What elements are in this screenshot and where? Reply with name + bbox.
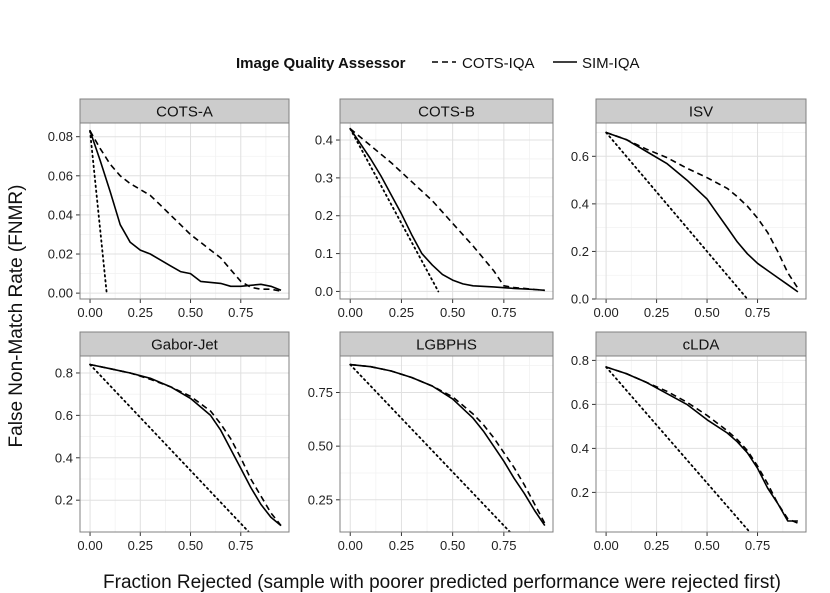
panel-cots-a: 0.00 0.25 0.50 0.75 0.00 0.02 0.04 0.06 0.08 COTS… [48, 98, 290, 320]
y-tick-label: 0.0 [315, 284, 333, 299]
reference-line-dotted [605, 366, 751, 532]
x-tick-label: 0.25 [128, 538, 153, 553]
series-group [89, 129, 282, 295]
x-tick-label: 0.50 [440, 538, 465, 553]
x-tick-label: 0.50 [694, 538, 719, 553]
y-tick-label: 0.04 [48, 207, 73, 222]
y-tick-label: 0.4 [571, 196, 589, 211]
y-tick-label: 0.2 [571, 485, 589, 500]
y-tick-label: 0.4 [571, 441, 589, 456]
strip-background [595, 331, 807, 357]
x-tick-label: 0.50 [178, 305, 203, 320]
series-line-cots-iqa [89, 130, 282, 292]
legend-title: Image Quality Assessor [236, 55, 406, 72]
x-tick-label: 0.75 [491, 538, 516, 553]
x-tick-label: 0.25 [644, 538, 669, 553]
x-tick-label: 0.75 [228, 538, 253, 553]
series-line-sim-iqa [89, 130, 282, 291]
panel-clda: 0.00 0.25 0.50 0.75 0.2 0.4 0.6 0.8 cLDA [571, 331, 807, 553]
panel-background [596, 123, 806, 299]
reference-line-dotted [89, 129, 108, 295]
strip-label: cLDA [683, 337, 720, 354]
y-tick-label: 0.00 [48, 286, 73, 301]
x-tick-label: 0.00 [338, 305, 363, 320]
strip-label: COTS-B [418, 104, 475, 121]
x-tick-label: 0.75 [491, 305, 516, 320]
strip-label: LGBPHS [416, 337, 477, 354]
series-line-sim-iqa [349, 128, 545, 292]
y-tick-label: 0.4 [55, 450, 73, 465]
x-tick-label: 0.25 [389, 305, 414, 320]
legend-label-cots-iqa: COTS-IQA [462, 55, 535, 72]
panel-gabor-jet: 0.00 0.25 0.50 0.75 0.2 0.4 0.6 0.8 Gabor-Jet [55, 331, 290, 553]
series-group [349, 127, 545, 293]
series-line-sim-iqa [89, 363, 282, 527]
strip-background [79, 331, 290, 357]
x-tick-label: 0.50 [694, 305, 719, 320]
strip-label: COTS-A [156, 104, 213, 121]
panel-cots-b: 0.00 0.25 0.50 0.75 0.0 0.1 0.2 0.3 0.4 COTS-B [315, 98, 554, 320]
x-tick-label: 0.50 [440, 305, 465, 320]
series-line-cots-iqa [605, 131, 799, 289]
legend-label-sim-iqa: SIM-IQA [582, 55, 640, 72]
y-tick-label: 0.6 [571, 397, 589, 412]
y-tick-label: 0.1 [315, 246, 333, 261]
y-tick-label: 0.6 [571, 149, 589, 164]
y-axis-title: False Non-Match Rate (FNMR) [6, 185, 27, 448]
y-tick-label: 0.25 [308, 492, 333, 507]
y-tick-label: 0.50 [308, 439, 333, 454]
y-tick-label: 0.2 [55, 493, 73, 508]
x-tick-label: 0.75 [228, 305, 253, 320]
panel-background [340, 356, 553, 532]
legend: Image Quality Assessor COTS-IQA SIM-IQA [236, 55, 640, 72]
strip-label: Gabor-Jet [151, 337, 219, 354]
panel-isv: 0.00 0.25 0.50 0.75 0.0 0.2 0.4 0.6 ISV [571, 98, 807, 320]
x-tick-label: 0.00 [593, 538, 618, 553]
strip-background [339, 98, 554, 124]
series-line-sim-iqa [605, 366, 798, 522]
series-group [349, 363, 546, 532]
x-tick-label: 0.00 [338, 538, 363, 553]
x-tick-label: 0.25 [644, 305, 669, 320]
strip-background [79, 98, 290, 124]
x-axis-title: Fraction Rejected (sample with poorer pr… [103, 572, 781, 593]
x-tick-label: 0.25 [389, 538, 414, 553]
y-tick-label: 0.4 [315, 133, 333, 148]
y-tick-label: 0.08 [48, 129, 73, 144]
strip-background [595, 98, 807, 124]
series-group [605, 366, 799, 532]
y-tick-label: 0.2 [571, 244, 589, 259]
y-tick-label: 0.06 [48, 168, 73, 183]
y-tick-label: 0.8 [571, 353, 589, 368]
x-tick-label: 0.25 [128, 305, 153, 320]
reference-line-dotted [605, 131, 749, 299]
reference-line-dotted [349, 127, 440, 293]
panel-lgbphs: 0.00 0.25 0.50 0.75 0.25 0.50 0.75 LGBPHS [308, 331, 554, 553]
x-tick-label: 0.75 [745, 305, 770, 320]
y-tick-label: 0.3 [315, 170, 333, 185]
facet-panels: 0.00 0.25 0.50 0.75 0.00 0.02 0.04 0.06 0.08 COTS… [48, 98, 807, 553]
reference-line-dotted [349, 363, 511, 532]
x-tick-label: 0.00 [77, 538, 102, 553]
panel-background [80, 356, 289, 532]
x-tick-label: 0.75 [745, 538, 770, 553]
series-line-sim-iqa [605, 131, 799, 293]
strip-label: ISV [689, 104, 713, 121]
x-tick-label: 0.00 [593, 305, 618, 320]
y-tick-label: 0.02 [48, 247, 73, 262]
series-group [605, 131, 799, 299]
series-group [89, 363, 282, 532]
y-tick-label: 0.2 [315, 208, 333, 223]
y-tick-label: 0.8 [55, 365, 73, 380]
series-line-sim-iqa [350, 363, 546, 527]
reference-line-dotted [89, 363, 251, 532]
strip-background [339, 331, 554, 357]
x-tick-label: 0.00 [77, 305, 102, 320]
y-tick-label: 0.0 [571, 292, 589, 307]
y-tick-label: 0.75 [308, 385, 333, 400]
x-tick-label: 0.50 [178, 538, 203, 553]
y-tick-label: 0.6 [55, 408, 73, 423]
